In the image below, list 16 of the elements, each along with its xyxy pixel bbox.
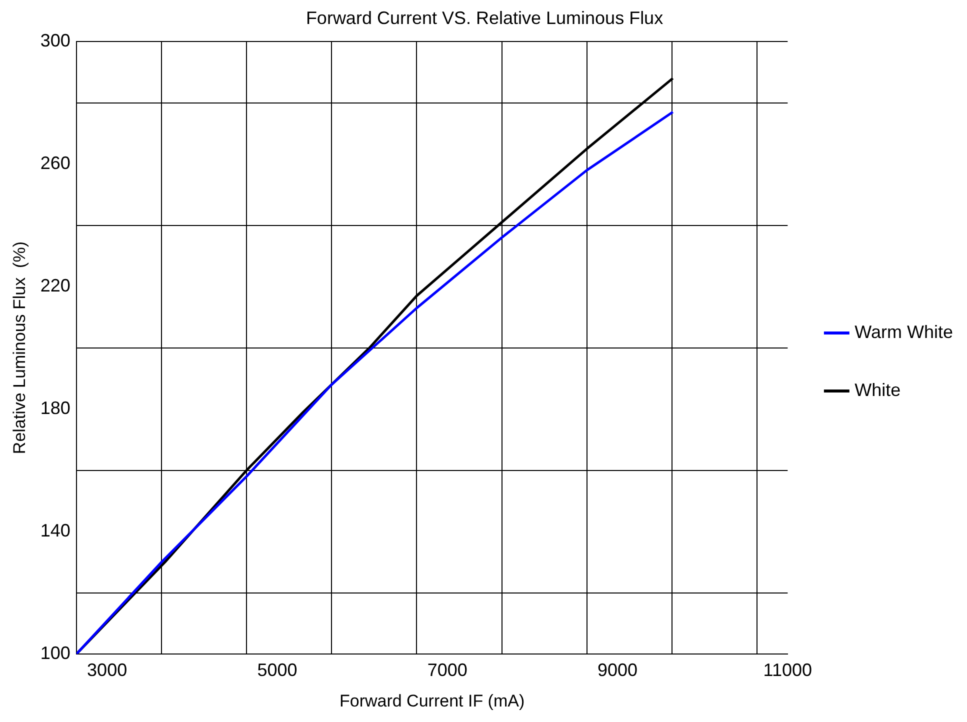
x-tick-label: 9000 <box>597 660 638 680</box>
y-axis-title: Relative Luminous Flux (%) <box>10 242 29 454</box>
y-tick-label: 180 <box>40 398 70 418</box>
y-tick-label: 300 <box>40 30 70 51</box>
x-tick-label: 5000 <box>257 660 298 680</box>
x-axis-title: Forward Current IF (mA) <box>339 691 525 710</box>
y-tick-label: 260 <box>40 153 70 174</box>
x-tick-label: 11000 <box>763 660 812 680</box>
y-tick-label: 140 <box>40 520 70 540</box>
chart-title: Forward Current VS. Relative Luminous Flux <box>306 8 664 28</box>
x-tick-label: 7000 <box>427 660 468 680</box>
y-tick-label: 100 <box>40 642 70 663</box>
y-tick-label: 220 <box>40 276 70 296</box>
legend-label: Warm White <box>854 322 954 342</box>
x-tick-label: 3000 <box>87 660 128 680</box>
legend-label: White <box>854 380 901 400</box>
